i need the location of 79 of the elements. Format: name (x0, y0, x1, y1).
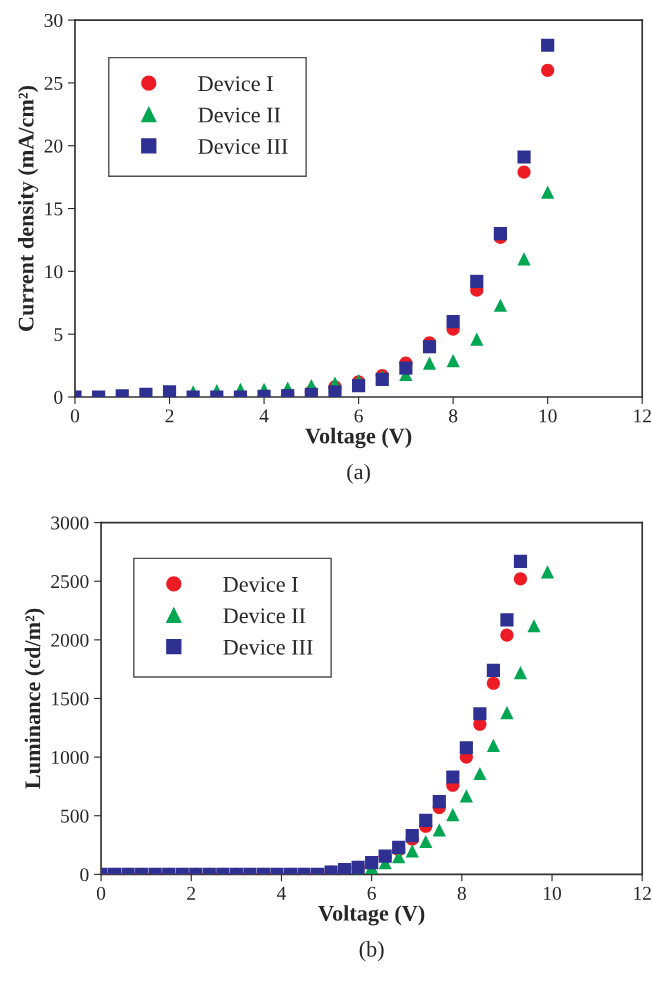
point (513, 554, 528, 568)
y-tick-label: 25 (44, 76, 63, 90)
legend-label: Device I (198, 76, 273, 92)
point (540, 565, 555, 579)
point (162, 385, 177, 397)
legend-label: Device III (223, 639, 313, 655)
point (422, 356, 437, 370)
point (432, 823, 446, 837)
point (405, 844, 419, 858)
y-tick-label: 5 (54, 328, 63, 342)
point (422, 340, 437, 354)
point (446, 353, 460, 368)
x-tick-label: 6 (354, 409, 363, 423)
x-tick-label: 12 (634, 409, 651, 423)
point (517, 252, 531, 266)
y-axis-title: Current density (mA/cm²) (17, 86, 39, 331)
y-tick-label: 3000 (51, 516, 89, 530)
text: (a) (347, 463, 370, 484)
point (541, 38, 555, 52)
point (446, 315, 460, 329)
legend-label: Device II (223, 608, 306, 624)
x-tick-label: 10 (539, 409, 557, 423)
point (473, 766, 487, 781)
y-tick-label: 30 (44, 13, 63, 28)
x-tick-label: 2 (187, 886, 196, 900)
y-tick-label: 15 (45, 202, 63, 216)
x-tick-label: 4 (276, 886, 286, 900)
x-tick-label: 0 (96, 886, 106, 900)
point (513, 572, 528, 586)
point (541, 63, 555, 77)
y-tick-label: 10 (45, 265, 63, 279)
point (470, 332, 484, 346)
x-tick-label: 8 (449, 409, 458, 423)
point (352, 379, 366, 393)
y-axis-title: Luminance (cd/m²) (24, 608, 45, 789)
point (500, 628, 514, 642)
legend-label: Device III (198, 139, 288, 154)
text: (b) (359, 941, 384, 962)
point (470, 274, 484, 288)
y-tick-label: 20 (44, 139, 63, 153)
y-tick-label: 2000 (51, 633, 89, 647)
y-tick-label: 0 (80, 868, 89, 882)
point (517, 165, 531, 179)
point (473, 707, 487, 721)
point (432, 795, 446, 809)
point (328, 385, 342, 397)
point (513, 666, 528, 680)
x-tick-label: 12 (634, 886, 651, 900)
point (486, 738, 500, 752)
point (446, 807, 460, 822)
point (419, 813, 433, 827)
x-tick-label: 6 (367, 886, 376, 900)
point (365, 856, 379, 870)
y-tick-label: 1000 (52, 750, 89, 765)
point (500, 705, 514, 720)
y-tick-label: 1500 (52, 692, 89, 706)
point (459, 741, 473, 755)
y-tick-label: 500 (61, 809, 89, 823)
point (459, 789, 473, 803)
point (486, 676, 500, 690)
point (419, 834, 433, 849)
x-tick-label: 2 (165, 409, 174, 423)
point (527, 619, 541, 633)
x-tick-label: 4 (259, 409, 269, 423)
point (446, 770, 460, 784)
point (493, 298, 507, 312)
point (486, 663, 500, 677)
y-tick-label: 0 (54, 390, 63, 404)
legend-label: Device II (198, 107, 281, 123)
x-axis-title: Voltage (V) (305, 427, 412, 449)
point (541, 185, 555, 199)
point (399, 361, 413, 375)
legend-label: Device I (223, 576, 298, 592)
y-tick-label: 2500 (51, 575, 89, 589)
x-tick-label: 10 (544, 886, 562, 900)
x-axis-title: Voltage (V) (318, 905, 425, 926)
point (500, 613, 514, 627)
point (517, 150, 531, 164)
x-tick-label: 8 (457, 886, 466, 900)
